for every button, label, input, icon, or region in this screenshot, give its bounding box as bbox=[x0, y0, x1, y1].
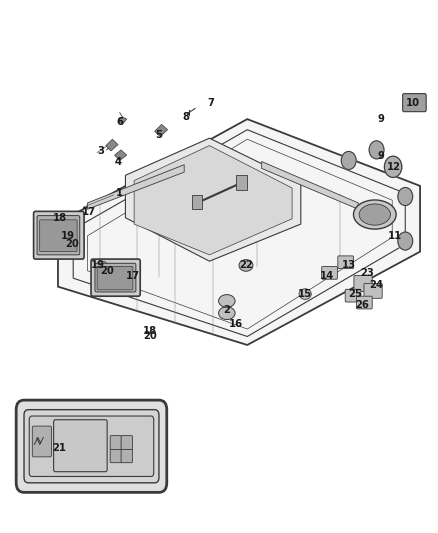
Text: 24: 24 bbox=[370, 280, 384, 290]
FancyBboxPatch shape bbox=[34, 212, 84, 259]
FancyBboxPatch shape bbox=[37, 216, 80, 255]
FancyBboxPatch shape bbox=[345, 289, 361, 302]
FancyBboxPatch shape bbox=[110, 435, 121, 449]
Text: 22: 22 bbox=[239, 261, 253, 270]
Polygon shape bbox=[88, 165, 184, 209]
FancyBboxPatch shape bbox=[110, 449, 121, 463]
Polygon shape bbox=[58, 119, 420, 345]
Text: 14: 14 bbox=[320, 271, 334, 281]
Text: 17: 17 bbox=[81, 207, 95, 217]
Text: 20: 20 bbox=[100, 266, 113, 276]
Ellipse shape bbox=[359, 204, 391, 225]
Text: 3: 3 bbox=[97, 146, 104, 156]
Text: 9: 9 bbox=[378, 114, 384, 124]
Text: 19: 19 bbox=[91, 261, 105, 270]
FancyBboxPatch shape bbox=[121, 435, 132, 449]
Circle shape bbox=[369, 141, 384, 159]
Polygon shape bbox=[134, 146, 292, 255]
Text: 10: 10 bbox=[406, 98, 420, 108]
Ellipse shape bbox=[239, 260, 253, 271]
Text: 7: 7 bbox=[208, 98, 215, 108]
Text: 11: 11 bbox=[388, 231, 403, 241]
Polygon shape bbox=[155, 124, 168, 136]
Text: 8: 8 bbox=[183, 112, 190, 122]
Polygon shape bbox=[118, 117, 127, 124]
FancyBboxPatch shape bbox=[364, 284, 382, 298]
Text: 12: 12 bbox=[387, 162, 401, 172]
Text: 19: 19 bbox=[60, 231, 74, 241]
Ellipse shape bbox=[219, 307, 235, 319]
FancyBboxPatch shape bbox=[40, 220, 77, 252]
Circle shape bbox=[341, 151, 356, 169]
FancyBboxPatch shape bbox=[95, 263, 136, 292]
Bar bbox=[237, 175, 247, 190]
Text: 6: 6 bbox=[116, 117, 123, 127]
FancyBboxPatch shape bbox=[354, 276, 372, 292]
Text: 17: 17 bbox=[126, 271, 140, 281]
FancyBboxPatch shape bbox=[16, 400, 167, 492]
FancyBboxPatch shape bbox=[121, 449, 132, 463]
Text: 4: 4 bbox=[114, 157, 122, 166]
Text: 23: 23 bbox=[360, 268, 374, 278]
FancyBboxPatch shape bbox=[97, 266, 133, 290]
FancyBboxPatch shape bbox=[322, 266, 337, 279]
FancyBboxPatch shape bbox=[338, 256, 353, 269]
Ellipse shape bbox=[219, 295, 235, 308]
FancyBboxPatch shape bbox=[403, 94, 426, 112]
FancyBboxPatch shape bbox=[32, 426, 51, 457]
Text: 26: 26 bbox=[355, 300, 369, 310]
Text: 1: 1 bbox=[115, 188, 123, 198]
Ellipse shape bbox=[299, 289, 311, 300]
Circle shape bbox=[398, 232, 413, 250]
Text: 18: 18 bbox=[53, 213, 67, 223]
Text: 20: 20 bbox=[143, 332, 157, 342]
Text: 15: 15 bbox=[298, 289, 312, 299]
FancyBboxPatch shape bbox=[24, 410, 159, 483]
Text: 21: 21 bbox=[52, 443, 66, 453]
Polygon shape bbox=[261, 161, 358, 209]
Circle shape bbox=[385, 156, 402, 177]
Circle shape bbox=[398, 188, 413, 206]
FancyBboxPatch shape bbox=[91, 259, 140, 296]
Bar bbox=[192, 195, 202, 209]
FancyBboxPatch shape bbox=[357, 296, 372, 309]
Ellipse shape bbox=[353, 200, 396, 229]
Ellipse shape bbox=[66, 233, 76, 241]
Text: 2: 2 bbox=[223, 305, 230, 315]
Text: 25: 25 bbox=[348, 289, 362, 299]
Text: 9: 9 bbox=[378, 151, 384, 161]
Polygon shape bbox=[125, 138, 301, 261]
Text: 13: 13 bbox=[342, 261, 356, 270]
Text: 20: 20 bbox=[65, 239, 79, 249]
Text: 5: 5 bbox=[155, 130, 162, 140]
FancyBboxPatch shape bbox=[53, 419, 107, 472]
Polygon shape bbox=[115, 150, 127, 160]
Text: 16: 16 bbox=[229, 319, 243, 329]
Ellipse shape bbox=[98, 261, 107, 270]
Text: 18: 18 bbox=[143, 326, 157, 336]
Polygon shape bbox=[106, 139, 118, 151]
FancyBboxPatch shape bbox=[29, 416, 154, 477]
